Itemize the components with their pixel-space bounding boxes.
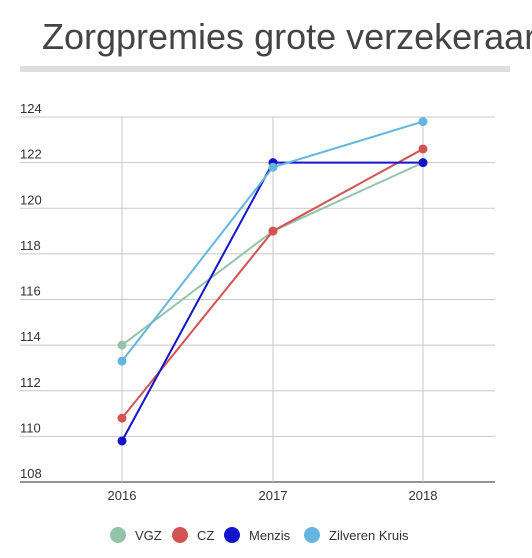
title-divider (20, 66, 510, 72)
y-tick-label: 114 (20, 329, 41, 344)
legend-label-vgz: VGZ (135, 528, 162, 543)
x-tick-label: 2018 (409, 488, 438, 503)
series-points (117, 117, 428, 446)
y-tick-label: 118 (20, 238, 41, 253)
y-tick-label: 108 (20, 466, 42, 481)
legend-label-menzis: Menzis (249, 528, 291, 543)
legend-marker-menzis (224, 527, 240, 543)
legend-marker-zilveren-kruis (304, 527, 320, 543)
legend: VGZ CZ Menzis Zilveren Kruis (110, 527, 409, 543)
data-point-cz (268, 226, 278, 236)
data-point-menzis (117, 436, 127, 446)
y-tick-label: 110 (20, 420, 41, 435)
grid-lines (20, 116, 495, 483)
y-tick-label: 116 (20, 284, 41, 299)
data-point-zilveren-kruis (418, 117, 428, 127)
y-tick-label: 122 (20, 147, 42, 162)
x-axis-ticks: 2016 2017 2018 (108, 488, 438, 503)
data-point-vgz (117, 340, 127, 350)
y-tick-label: 112 (20, 375, 41, 390)
legend-label-cz: CZ (197, 528, 214, 543)
x-tick-label: 2017 (259, 488, 288, 503)
data-point-zilveren-kruis (117, 356, 127, 366)
legend-marker-cz (172, 527, 188, 543)
y-axis-ticks: 108 110 112 114 116 118 120 122 124 (20, 101, 42, 481)
legend-marker-vgz (110, 527, 126, 543)
data-point-cz (418, 144, 428, 154)
y-tick-label: 124 (20, 101, 42, 116)
y-tick-label: 120 (20, 192, 42, 207)
chart-title: Zorgpremies grote verzekeraars (42, 16, 532, 57)
data-point-zilveren-kruis (268, 162, 278, 172)
data-point-menzis (418, 158, 428, 168)
legend-label-zilveren-kruis: Zilveren Kruis (329, 528, 409, 543)
x-tick-label: 2016 (108, 488, 137, 503)
data-point-cz (117, 413, 127, 423)
